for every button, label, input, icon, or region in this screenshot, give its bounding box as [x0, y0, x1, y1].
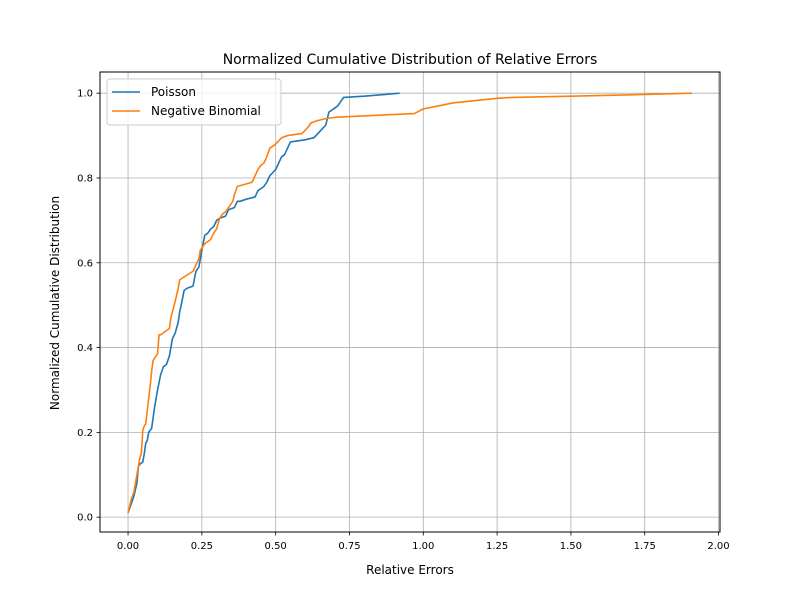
y-tick-label: 0.4 — [77, 343, 93, 354]
x-tick-label: 1.75 — [634, 541, 656, 552]
x-axis-ticks: 0.00 0.25 0.50 0.75 1.00 1.25 1.50 1.75 2.00 — [117, 532, 730, 552]
plot-frame — [99, 71, 721, 533]
x-tick-label: 0.00 — [117, 541, 139, 552]
legend: Poisson Negative Binomial — [106, 78, 282, 126]
x-axis-label: Relative Errors — [366, 563, 454, 577]
y-tick-label: 0.6 — [77, 258, 93, 269]
chart-title: Normalized Cumulative Distribution of Re… — [223, 52, 598, 68]
negative-binomial-series-line — [127, 92, 692, 514]
y-tick-label: 1.0 — [77, 89, 93, 100]
x-tick-label: 2.00 — [707, 541, 729, 552]
x-tick-label: 0.75 — [338, 541, 360, 552]
legend-label-poisson: Poisson — [151, 85, 196, 99]
x-tick-label: 0.25 — [191, 541, 213, 552]
y-tick-label: 0.8 — [77, 173, 93, 184]
y-axis-label: Normalized Cumulative Distribution — [48, 196, 62, 410]
x-tick-label: 1.50 — [560, 541, 582, 552]
y-tick-label: 0.0 — [77, 513, 93, 524]
x-tick-label: 1.00 — [412, 541, 434, 552]
legend-box — [106, 78, 282, 126]
gridlines — [100, 72, 720, 532]
x-tick-label: 0.50 — [265, 541, 287, 552]
legend-label-negative-binomial: Negative Binomial — [151, 104, 261, 118]
poisson-series-line — [127, 92, 400, 514]
x-tick-label: 1.25 — [486, 541, 508, 552]
y-axis-ticks: 0.0 0.2 0.4 0.6 0.8 1.0 — [77, 89, 100, 524]
plot-lines — [127, 92, 692, 514]
y-tick-label: 0.2 — [77, 428, 93, 439]
